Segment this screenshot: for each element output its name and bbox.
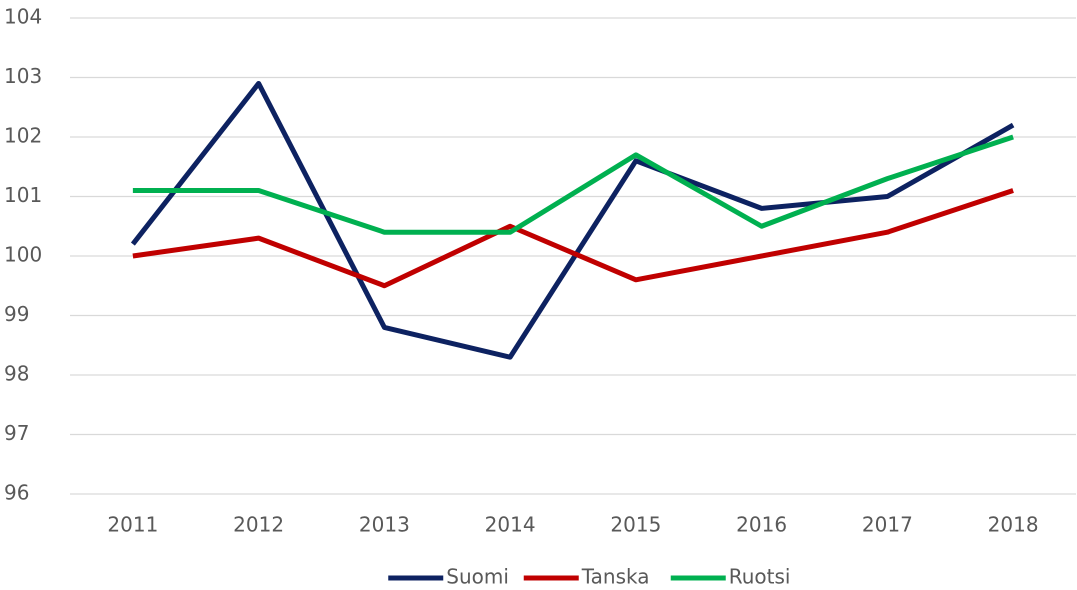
series-line [132, 188, 1014, 289]
x-tick-label: 2012 [233, 513, 284, 537]
x-tick-label: 2011 [107, 513, 158, 537]
y-tick-label: 100 [4, 243, 42, 267]
x-tick-label: 2016 [736, 513, 787, 537]
y-tick-label: 98 [4, 362, 29, 386]
y-tick-label: 99 [4, 302, 29, 326]
legend-label: Suomi [446, 565, 509, 589]
y-tick-label: 103 [4, 64, 42, 88]
y-tick-label: 101 [4, 183, 42, 207]
x-tick-label: 2018 [988, 513, 1039, 537]
legend-label: Ruotsi [729, 565, 791, 589]
y-tick-label: 102 [4, 124, 42, 148]
x-tick-label: 2014 [485, 513, 536, 537]
legend-label: Tanska [581, 565, 650, 589]
y-tick-label: 96 [4, 481, 29, 505]
x-tick-label: 2017 [862, 513, 913, 537]
series-line [130, 80, 1015, 360]
series-line [132, 134, 1014, 235]
x-tick-label: 2013 [359, 513, 410, 537]
y-tick-label: 97 [4, 421, 29, 445]
y-tick-label: 104 [4, 5, 42, 29]
x-tick-label: 2015 [610, 513, 661, 537]
